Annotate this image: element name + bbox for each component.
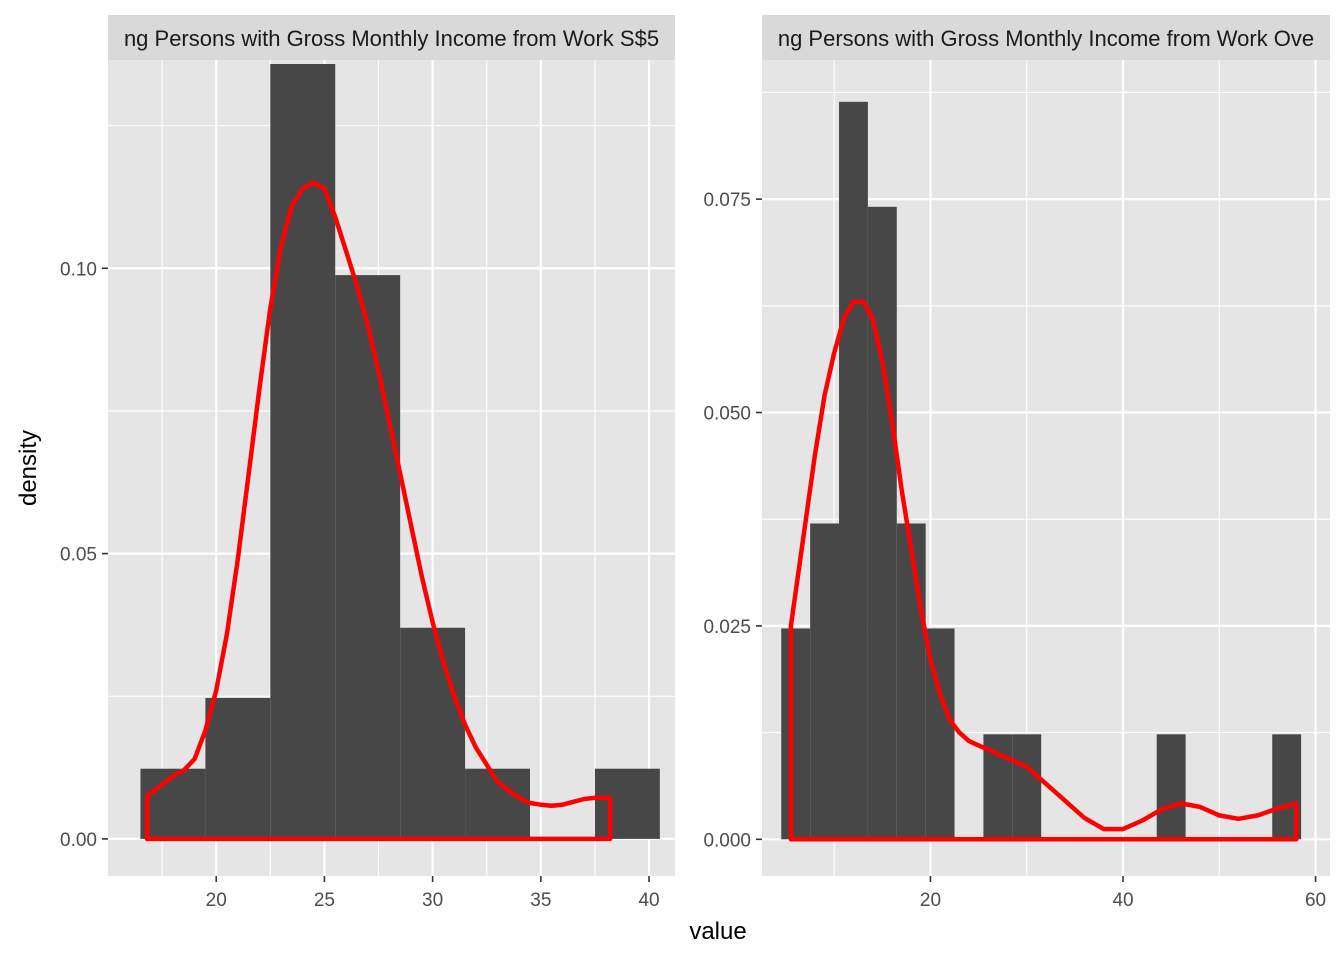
facet-panel-1: ng Persons with Gross Monthly Income fro…	[60, 15, 675, 911]
y-tick-label: 0.000	[703, 830, 751, 851]
x-tick-label: 35	[530, 890, 551, 911]
y-tick-label: 0.050	[703, 404, 751, 425]
histogram-bar	[896, 523, 926, 840]
histogram-bar	[335, 275, 401, 839]
y-tick-label: 0.075	[703, 190, 751, 211]
x-tick-label: 20	[920, 890, 941, 911]
x-axis-title: value	[689, 918, 746, 945]
histogram-bars	[781, 101, 1302, 840]
density-curve	[788, 299, 1299, 842]
x-axis: 20 40 60	[920, 876, 1326, 911]
facet-strip-label: ng Persons with Gross Monthly Income fro…	[778, 26, 1314, 51]
x-tick-label: 25	[314, 890, 335, 911]
y-tick-label: 0.025	[703, 617, 751, 638]
histogram-bar	[839, 101, 868, 840]
histogram-bar	[140, 768, 206, 839]
facet-strip-label: ng Persons with Gross Monthly Income fro…	[124, 26, 659, 51]
facet-panel-2: ng Persons with Gross Monthly Income fro…	[703, 15, 1330, 911]
x-tick-label: 20	[206, 890, 227, 911]
x-axis: 20 25 30 35 40	[206, 876, 660, 911]
x-tick-label: 40	[638, 890, 659, 911]
histogram-bar	[270, 63, 336, 839]
histogram-bar	[867, 206, 897, 840]
histogram-bar	[810, 523, 840, 840]
y-tick-label: 0.00	[60, 830, 97, 851]
x-tick-label: 40	[1112, 890, 1133, 911]
density-curve	[144, 180, 613, 842]
x-tick-label: 30	[422, 890, 443, 911]
y-tick-label: 0.05	[60, 545, 97, 566]
y-axis-title: density	[15, 430, 42, 506]
histogram-bar	[781, 628, 811, 840]
y-axis: 0.00 0.05 0.10	[60, 259, 108, 851]
histogram-bar	[1156, 734, 1186, 840]
histogram-bar	[1012, 734, 1042, 840]
histogram-bar	[594, 768, 660, 839]
y-tick-label: 0.10	[60, 259, 97, 280]
y-axis: 0.000 0.025 0.050 0.075	[703, 190, 762, 851]
histogram-bar	[205, 697, 271, 839]
histogram-bar	[400, 627, 466, 839]
x-tick-label: 60	[1305, 890, 1326, 911]
facet-strip-bg	[762, 15, 1330, 60]
facet-strip-bg	[108, 15, 675, 60]
